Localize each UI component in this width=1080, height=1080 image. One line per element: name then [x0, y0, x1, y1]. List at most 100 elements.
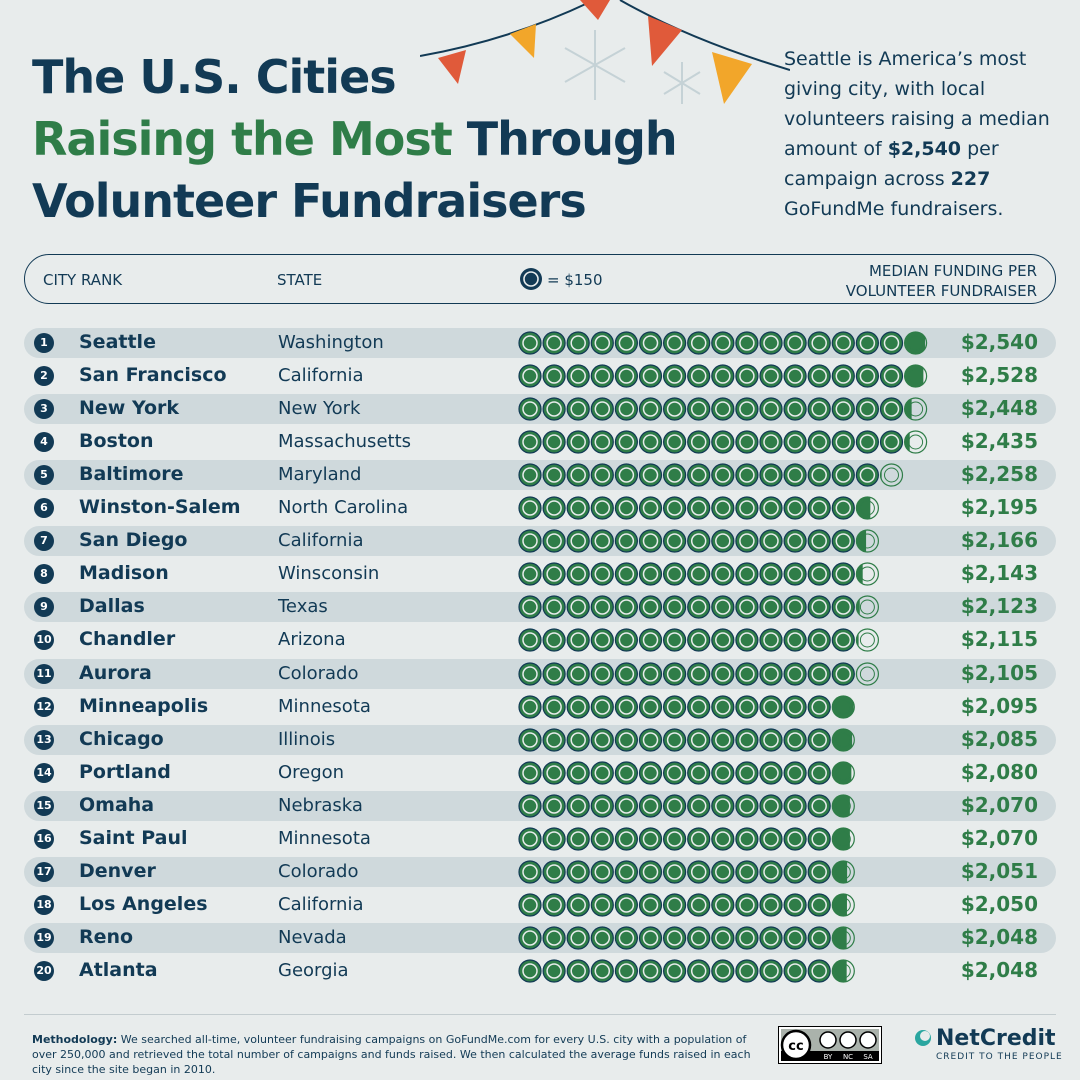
coin-mark — [566, 727, 590, 752]
header-median-line-1: MEDIAN FUNDING PER — [868, 262, 1037, 280]
coin-mark — [566, 794, 590, 818]
coin-mark — [831, 727, 855, 752]
coin-mark — [542, 331, 566, 355]
coin-mark — [687, 430, 711, 454]
coin-bar — [518, 496, 879, 520]
city-name: San Francisco — [79, 364, 227, 387]
state-name: Maryland — [278, 464, 362, 486]
coin-mark — [687, 727, 711, 752]
coin-mark — [855, 430, 879, 454]
coin-mark — [759, 727, 783, 752]
coin-mark — [783, 628, 807, 653]
coin-mark — [807, 463, 831, 487]
coin-mark — [687, 893, 711, 917]
title-line-2-highlight: Raising the Most — [32, 112, 453, 166]
coin-mark — [590, 430, 614, 454]
coin-bar — [518, 661, 879, 686]
city-name: Chicago — [79, 727, 164, 750]
coin-mark — [711, 562, 735, 586]
coin-mark — [590, 926, 614, 950]
coin-mark — [687, 694, 711, 719]
coin-mark — [566, 694, 590, 719]
coin-mark — [807, 364, 831, 388]
coin-mark — [590, 959, 614, 983]
state-name: Nebraska — [278, 794, 363, 816]
intro-part-1: Seattle is America’s most giving city, w… — [784, 48, 1050, 160]
coin-mark — [735, 860, 759, 884]
intro-count: 227 — [950, 168, 991, 190]
state-name: Minnesota — [278, 695, 371, 717]
coin-mark — [831, 430, 855, 454]
coin-mark — [831, 529, 855, 553]
coin-mark — [614, 926, 639, 950]
coin-mark — [831, 595, 855, 619]
city-name: San Diego — [79, 529, 188, 552]
coin-bar — [518, 463, 904, 487]
header-city-rank: CITY RANK — [43, 271, 123, 289]
coin-mark — [518, 595, 542, 619]
coin-mark — [638, 628, 663, 653]
coin-mark — [711, 860, 735, 884]
coin-mark — [614, 595, 639, 619]
city-name: Los Angeles — [79, 892, 208, 915]
coin-mark — [542, 926, 566, 950]
coin-mark — [711, 331, 735, 355]
title-line-3: Volunteer Fundraisers — [32, 174, 587, 228]
rank-badge: 9 — [34, 597, 54, 618]
city-name: Winston-Salem — [79, 496, 241, 519]
coin-mark — [807, 331, 831, 355]
coin-mark — [638, 727, 663, 752]
intro-amount: $2,540 — [887, 138, 962, 160]
coin-mark — [566, 562, 590, 586]
coin-mark — [831, 562, 855, 586]
coin-mark — [904, 331, 928, 355]
coin-mark — [590, 661, 614, 686]
coin-mark — [831, 331, 855, 355]
coin-mark — [735, 529, 759, 553]
coin-mark — [735, 595, 759, 619]
coin-mark — [614, 893, 639, 917]
coin-mark — [855, 661, 879, 686]
coin-mark — [759, 430, 783, 454]
state-name: Colorado — [278, 860, 359, 882]
coin-mark — [687, 595, 711, 619]
intro-part-3: GoFundMe fundraisers. — [784, 198, 1004, 220]
funding-value: $2,143 — [960, 561, 1038, 586]
coin-mark — [590, 331, 614, 355]
coin-mark — [807, 562, 831, 586]
coin-mark — [807, 794, 831, 818]
coin-mark — [542, 794, 566, 818]
coin-mark — [807, 661, 831, 686]
coin-bar — [518, 727, 855, 752]
coin-mark — [831, 397, 855, 421]
license-by: BY — [824, 1053, 833, 1061]
coin-mark — [518, 463, 542, 487]
coin-mark — [807, 893, 831, 917]
coin-mark — [735, 794, 759, 818]
coin-mark — [831, 496, 855, 520]
coin-mark — [518, 397, 542, 421]
coin-mark — [831, 694, 855, 719]
funding-value: $2,050 — [960, 891, 1038, 916]
coin-mark — [638, 364, 663, 388]
table-row: 17 Denver Colorado $2,051 — [24, 856, 1056, 887]
coin-bar — [518, 529, 879, 553]
coin-mark — [566, 331, 590, 355]
coin-mark — [783, 562, 807, 586]
coin-mark — [711, 628, 735, 653]
coin-mark — [759, 827, 783, 851]
table-row: 9 Dallas Texas $2,123 — [24, 592, 1056, 623]
rank-badge: 19 — [34, 927, 54, 948]
coin-mark — [807, 959, 831, 983]
table-row: 10 Chandler Arizona $2,115 — [24, 625, 1056, 655]
coin-mark — [687, 860, 711, 884]
coin-mark — [518, 959, 542, 983]
coin-mark — [783, 331, 807, 355]
rank-badge: 7 — [34, 531, 54, 552]
header-state: STATE — [277, 271, 323, 289]
coin-mark — [855, 397, 879, 421]
coin-mark — [590, 628, 614, 653]
coin-mark — [831, 761, 855, 785]
coin-mark — [542, 529, 566, 553]
coin-mark — [638, 893, 663, 917]
